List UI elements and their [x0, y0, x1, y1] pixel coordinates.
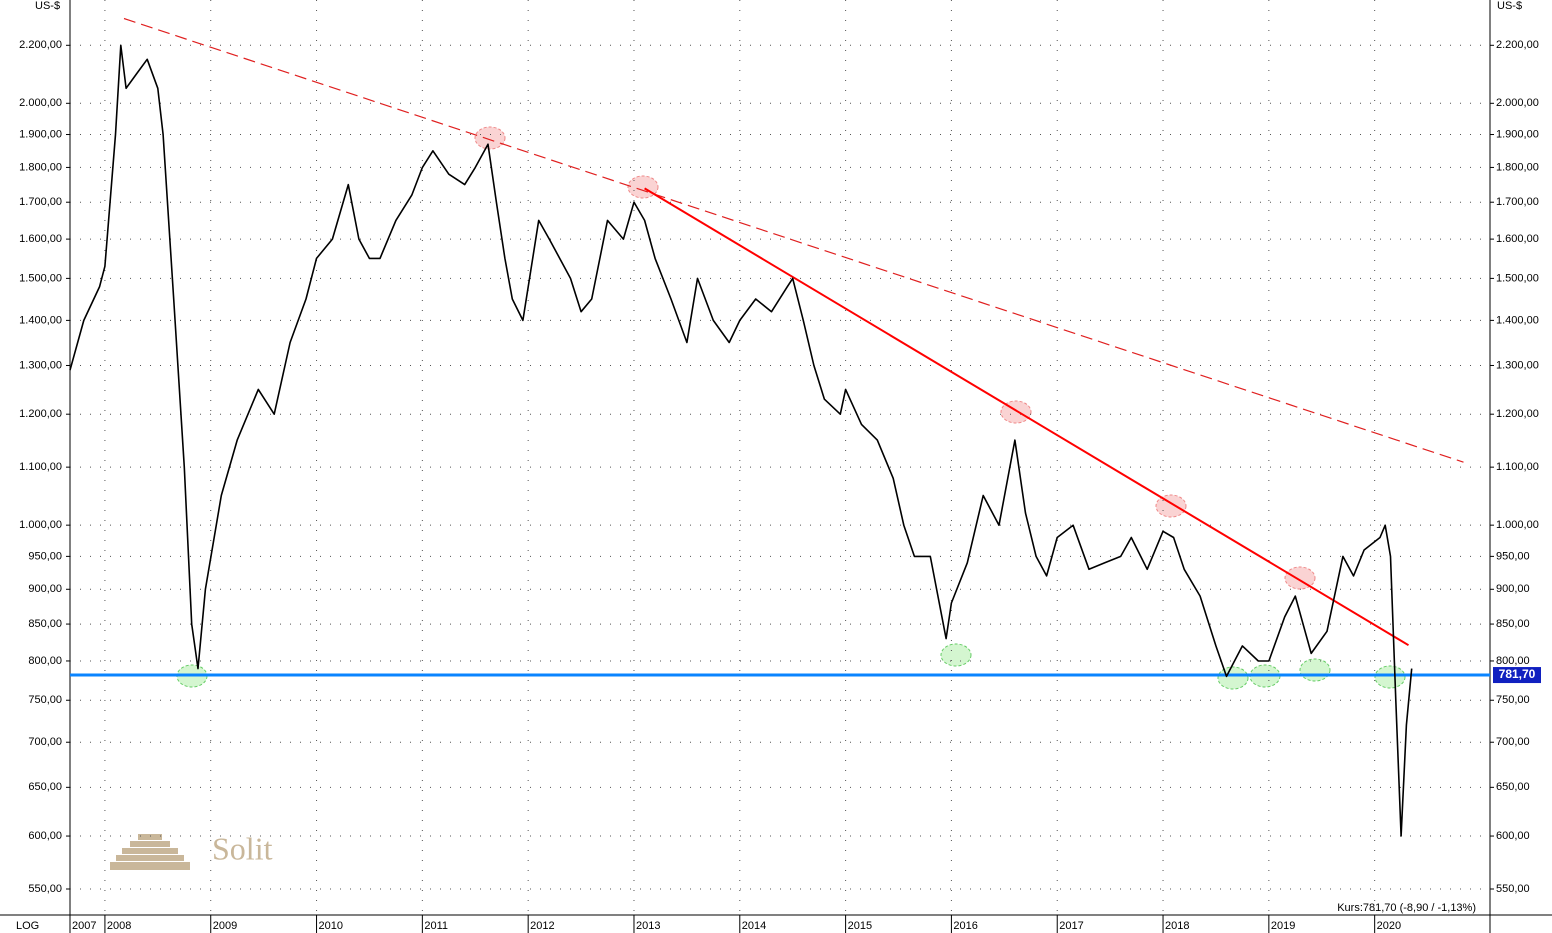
x-tick-label: 2019 [1271, 920, 1295, 932]
y-tick-label: 700,00 [28, 736, 62, 748]
y-tick-label: 1.900,00 [19, 128, 62, 140]
y-tick-label: 2.200,00 [19, 39, 62, 51]
y2-tick-label: 850,00 [1496, 618, 1530, 630]
price-label-box [1493, 667, 1541, 684]
y-tick-label: 1.500,00 [19, 272, 62, 284]
y2-tick-label: 550,00 [1496, 883, 1530, 895]
footnote: Kurs:781,70 (-8,90 / -1,13%) [1337, 902, 1476, 914]
x-tick-label: 2009 [213, 920, 237, 932]
unit-left: US-$ [35, 0, 60, 12]
y-tick-label: 1.600,00 [19, 233, 62, 245]
x-tick-label: 2010 [319, 920, 343, 932]
y2-tick-label: 1.900,00 [1496, 128, 1539, 140]
y-tick-label: 550,00 [28, 883, 62, 895]
y-tick-label: 900,00 [28, 583, 62, 595]
y-tick-label: 1.000,00 [19, 519, 62, 531]
x-tick-label: 2013 [636, 920, 660, 932]
y-tick-label: 600,00 [28, 830, 62, 842]
y2-tick-label: 1.200,00 [1496, 408, 1539, 420]
x-tick-label: 2014 [742, 920, 766, 932]
y2-tick-label: 1.600,00 [1496, 233, 1539, 245]
y2-tick-label: 1.500,00 [1496, 272, 1539, 284]
x-tick-label: 2017 [1059, 920, 1083, 932]
x-tick-label: 2016 [953, 920, 977, 932]
y-tick-label: 750,00 [28, 694, 62, 706]
x-tick-label: 2015 [848, 920, 872, 932]
y2-tick-label: 1.700,00 [1496, 196, 1539, 208]
y2-tick-label: 650,00 [1496, 781, 1530, 793]
price-line [69, 44, 1413, 837]
y2-tick-label: 800,00 [1496, 655, 1530, 667]
x-tick-label: 2007 [72, 920, 96, 932]
y-tick-label: 850,00 [28, 618, 62, 630]
y-tick-label: 950,00 [28, 550, 62, 562]
y-tick-label: 1.800,00 [19, 161, 62, 173]
unit-right: US-$ [1497, 0, 1522, 12]
x-tick-label: 2020 [1377, 920, 1401, 932]
x-tick-label: 2012 [530, 920, 554, 932]
x-tick-label: 2008 [107, 920, 131, 932]
y2-tick-label: 900,00 [1496, 583, 1530, 595]
y2-tick-label: 1.800,00 [1496, 161, 1539, 173]
y-tick-label: 1.700,00 [19, 196, 62, 208]
x-tick-label: 2011 [424, 920, 448, 932]
y2-tick-label: 600,00 [1496, 830, 1530, 842]
y2-tick-label: 1.100,00 [1496, 461, 1539, 473]
y2-tick-label: 1.000,00 [1496, 519, 1539, 531]
y-tick-label: 1.100,00 [19, 461, 62, 473]
y2-tick-label: 750,00 [1496, 694, 1530, 706]
price-label: 781,70 [1499, 667, 1536, 681]
trendline [644, 187, 1410, 647]
y2-tick-label: 700,00 [1496, 736, 1530, 748]
logo-text: Solit [212, 830, 273, 866]
y-tick-label: 650,00 [28, 781, 62, 793]
x-tick-label: 2018 [1165, 920, 1189, 932]
y-tick-label: 1.300,00 [19, 359, 62, 371]
y2-tick-label: 2.000,00 [1496, 97, 1539, 109]
highlights [176, 126, 1406, 690]
grid [70, 0, 1490, 915]
y-tick-label: 800,00 [28, 655, 62, 667]
y-tick-label: 1.200,00 [19, 408, 62, 420]
y2-tick-label: 1.400,00 [1496, 314, 1539, 326]
y2-tick-label: 2.200,00 [1496, 39, 1539, 51]
y2-tick-label: 950,00 [1496, 550, 1530, 562]
y-tick-label: 1.400,00 [19, 314, 62, 326]
y-tick-label: 2.000,00 [19, 97, 62, 109]
scale-label: LOG [16, 920, 39, 932]
logo-icon [110, 834, 190, 870]
trendline [123, 17, 1464, 463]
y2-tick-label: 1.300,00 [1496, 359, 1539, 371]
